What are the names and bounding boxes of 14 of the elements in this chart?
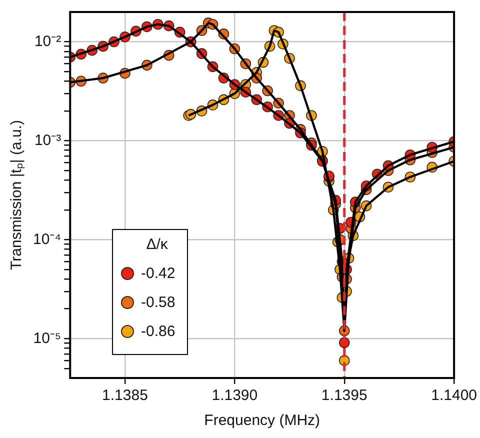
- legend-label: -0.42: [141, 265, 176, 282]
- legend-label: -0.86: [141, 323, 176, 340]
- y-tick-label: 10⁻⁵: [33, 330, 62, 347]
- legend-label: -0.58: [141, 294, 176, 311]
- x-tick-label: 1.1390: [212, 387, 258, 404]
- x-tick-label: 1.1400: [431, 387, 478, 404]
- x-tick-label: 1.1395: [321, 387, 368, 404]
- x-axis-title: Frequency (MHz): [204, 412, 320, 430]
- y-tick-label: 10⁻²: [34, 32, 62, 50]
- y-tick-label: 10⁻³: [34, 132, 62, 149]
- legend-title: Δ/κ: [145, 236, 169, 253]
- y-axis-title: Transmission |tₚ| (a.u.): [8, 120, 26, 270]
- x-tick-label: 1.1385: [102, 387, 148, 404]
- y-tick-label: 10⁻⁴: [32, 230, 62, 248]
